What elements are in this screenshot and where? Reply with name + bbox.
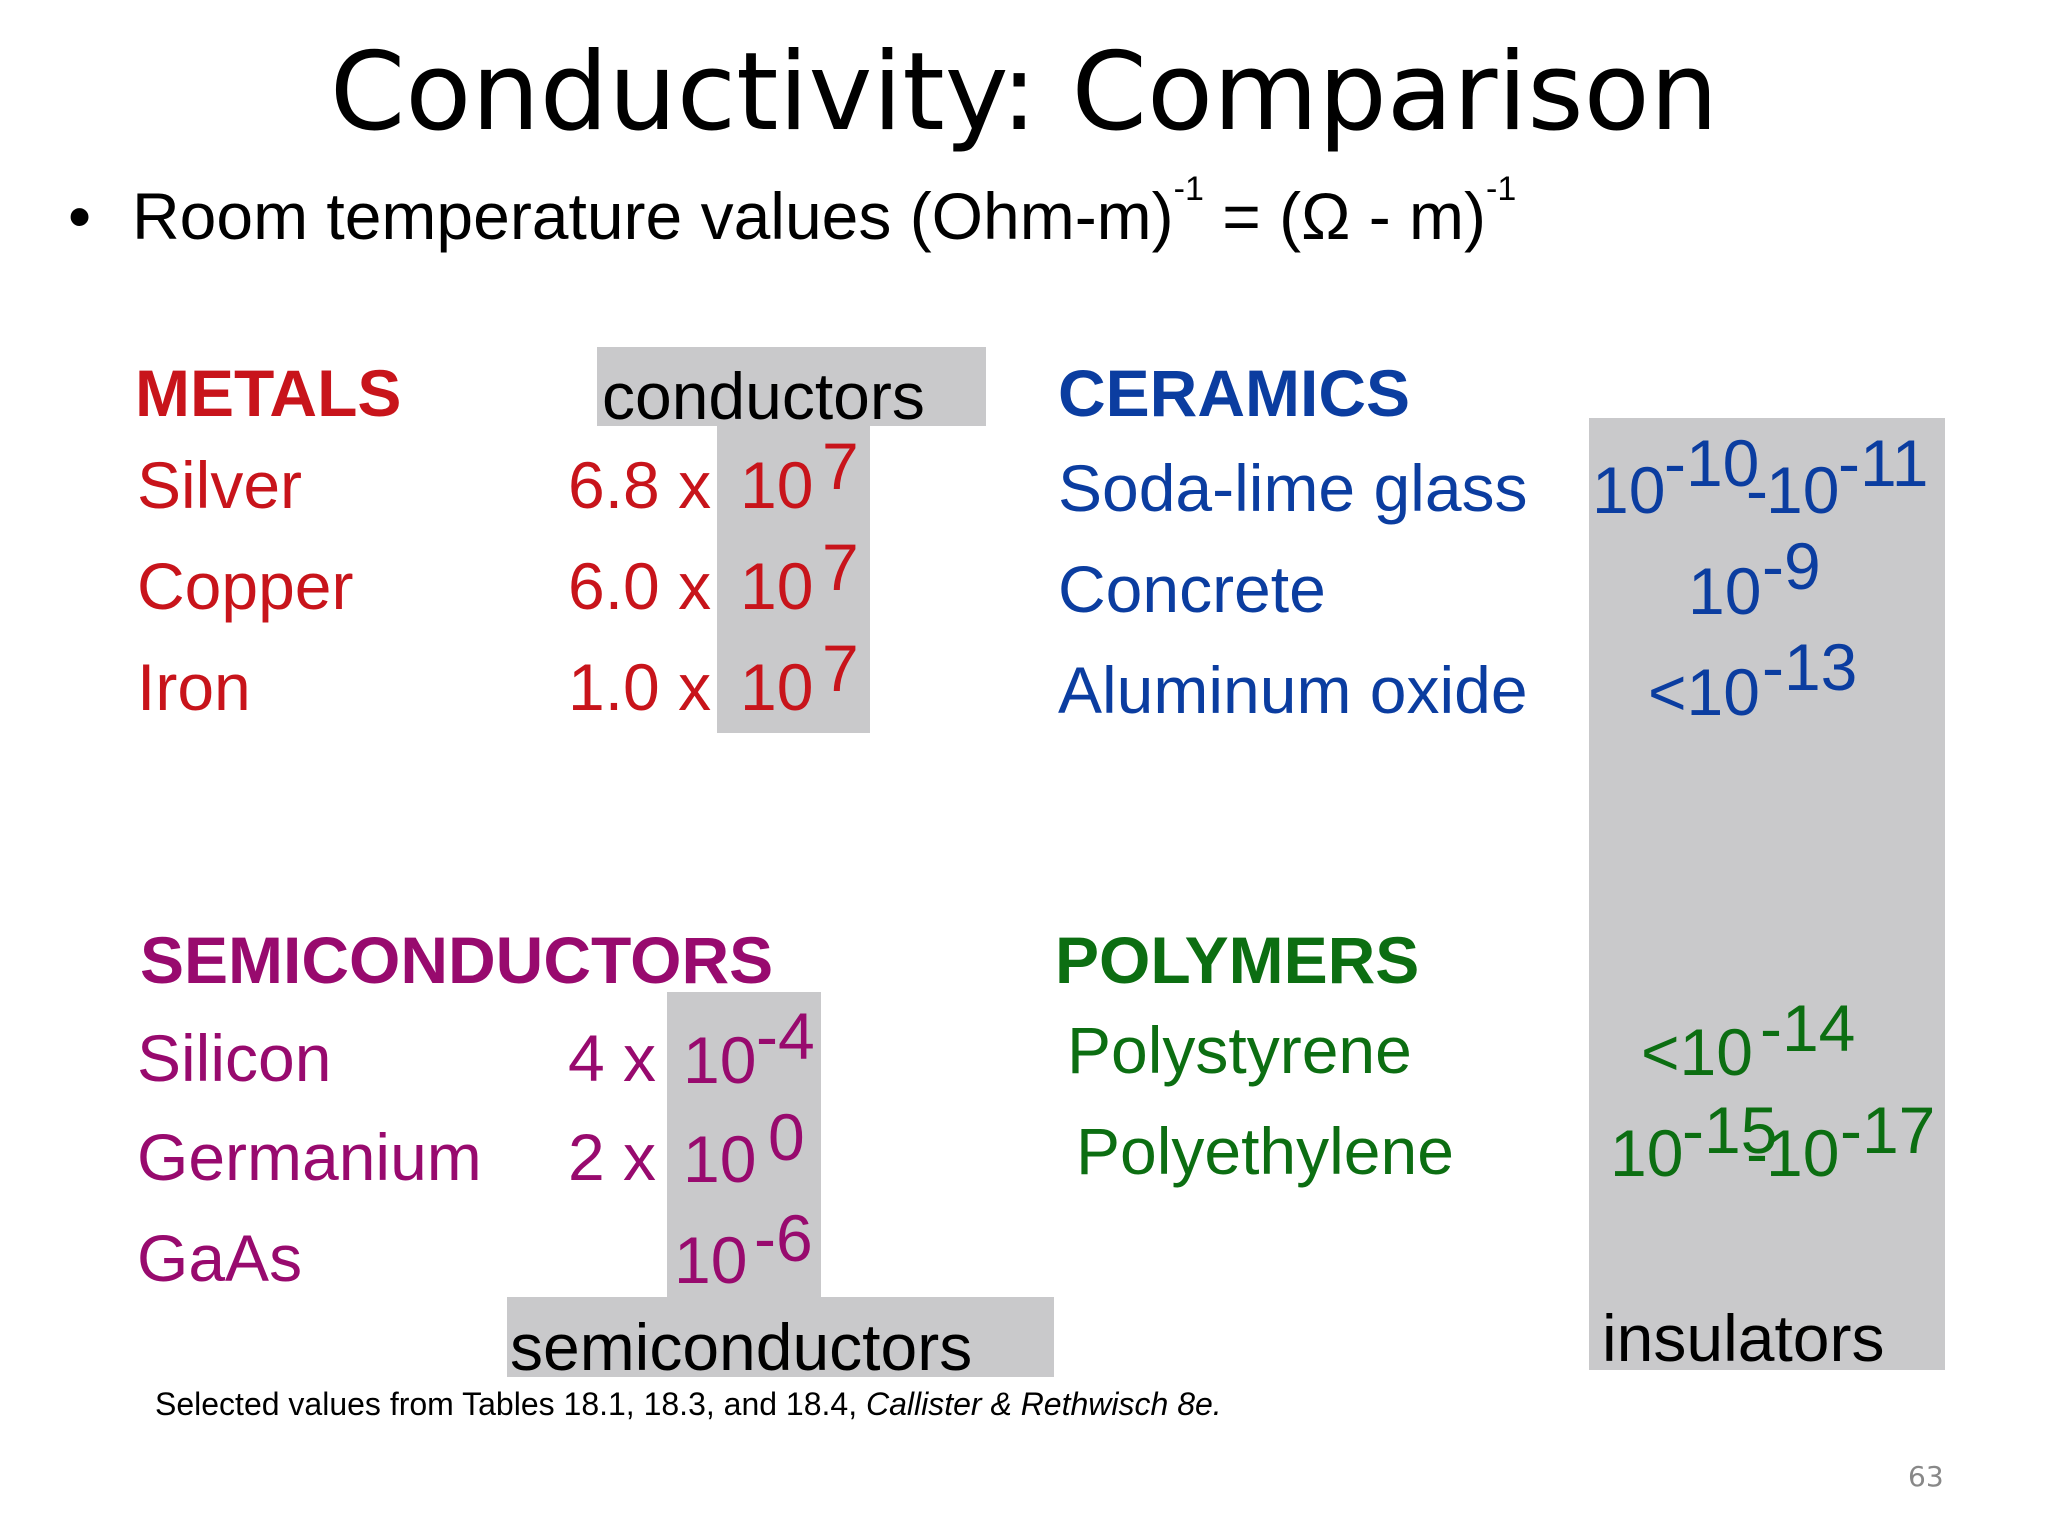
ceramics-heading: CERAMICS — [1058, 356, 1411, 430]
semiconductor-base: 10 — [683, 1122, 757, 1196]
semiconductor-name: Silicon — [137, 1021, 332, 1095]
subtitle: Room temperature values (Ohm-m)-1 = (Ω -… — [132, 170, 1516, 254]
metal-name: Iron — [137, 650, 251, 724]
polymer-exponent: -15 — [1682, 1093, 1778, 1167]
metal-coefficient: 1.0 x — [568, 650, 712, 724]
subtitle-text-2: = (Ω - m) — [1203, 179, 1487, 253]
ceramic-value: <10 — [1648, 655, 1760, 729]
ceramic-value: 10 — [1688, 554, 1762, 628]
ceramic-exponent: -11 — [1838, 426, 1929, 500]
semiconductor-name: Germanium — [137, 1120, 482, 1194]
bullet-point: • — [68, 179, 92, 253]
ceramic-name: Soda-lime glass — [1058, 451, 1528, 525]
ceramic-value: 10 — [1766, 453, 1840, 527]
semiconductor-coefficient: 4 x — [568, 1021, 657, 1095]
semiconductor-exponent: 0 — [768, 1100, 805, 1174]
ceramic-exponent: -10 — [1664, 426, 1760, 500]
metal-base: 10 — [740, 448, 814, 522]
metal-name: Copper — [137, 549, 354, 623]
ceramic-range-separator: - — [1746, 453, 1768, 527]
footnote-citation: Callister & Rethwisch 8e. — [865, 1386, 1222, 1422]
semiconductor-base: 10 — [674, 1223, 748, 1297]
footnote-text: Selected values from Tables 18.1, 18.3, … — [155, 1386, 866, 1422]
ceramic-exponent: -13 — [1762, 630, 1858, 704]
metal-coefficient: 6.0 x — [568, 549, 712, 623]
page-title: Conductivity: Comparison — [329, 30, 1719, 155]
polymer-value: 10 — [1610, 1116, 1684, 1190]
conductors-exponent-box — [717, 426, 870, 733]
semiconductor-exponent: -4 — [756, 999, 815, 1073]
polymer-exponent: -17 — [1840, 1093, 1936, 1167]
metal-name: Silver — [137, 448, 303, 522]
semiconductors-label: semiconductors — [510, 1310, 973, 1384]
polymer-exponent: -14 — [1760, 991, 1856, 1065]
polymer-value: 10 — [1766, 1116, 1840, 1190]
semiconductor-exponent: -6 — [754, 1201, 813, 1275]
ceramic-name: Concrete — [1058, 552, 1326, 626]
semiconductors-exponent-box — [667, 992, 821, 1298]
ceramic-name: Aluminum oxide — [1058, 653, 1528, 727]
source-footnote: Selected values from Tables 18.1, 18.3, … — [155, 1386, 1222, 1423]
metal-base: 10 — [740, 650, 814, 724]
metal-exponent: 7 — [822, 631, 859, 705]
subtitle-sup-2: -1 — [1486, 170, 1517, 208]
subtitle-text-1: Room temperature values (Ohm-m) — [132, 179, 1174, 253]
ceramic-value: 10 — [1592, 453, 1666, 527]
metal-base: 10 — [740, 549, 814, 623]
metal-exponent: 7 — [822, 530, 859, 604]
conductors-label: conductors — [602, 359, 925, 433]
semiconductor-name: GaAs — [137, 1221, 303, 1295]
semiconductor-base: 10 — [683, 1023, 757, 1097]
metals-heading: METALS — [135, 356, 402, 430]
semiconductors-label-box — [507, 1297, 1054, 1377]
polymer-name: Polyethylene — [1076, 1114, 1454, 1188]
page-number: 63 — [1908, 1460, 1944, 1493]
subtitle-sup-1: -1 — [1173, 170, 1204, 208]
semiconductor-coefficient: 2 x — [568, 1120, 657, 1194]
ceramic-exponent: -9 — [1762, 529, 1821, 603]
metal-exponent: 7 — [822, 429, 859, 503]
insulators-box — [1589, 418, 1945, 1370]
semiconductors-heading: SEMICONDUCTORS — [140, 923, 774, 997]
polymer-name: Polystyrene — [1067, 1013, 1412, 1087]
conductors-label-box — [597, 347, 986, 426]
polymers-heading: POLYMERS — [1055, 923, 1420, 997]
polymer-range-separator: - — [1746, 1116, 1768, 1190]
metal-coefficient: 6.8 x — [568, 448, 712, 522]
insulators-label: insulators — [1602, 1301, 1885, 1375]
polymer-value: <10 — [1641, 1015, 1753, 1089]
